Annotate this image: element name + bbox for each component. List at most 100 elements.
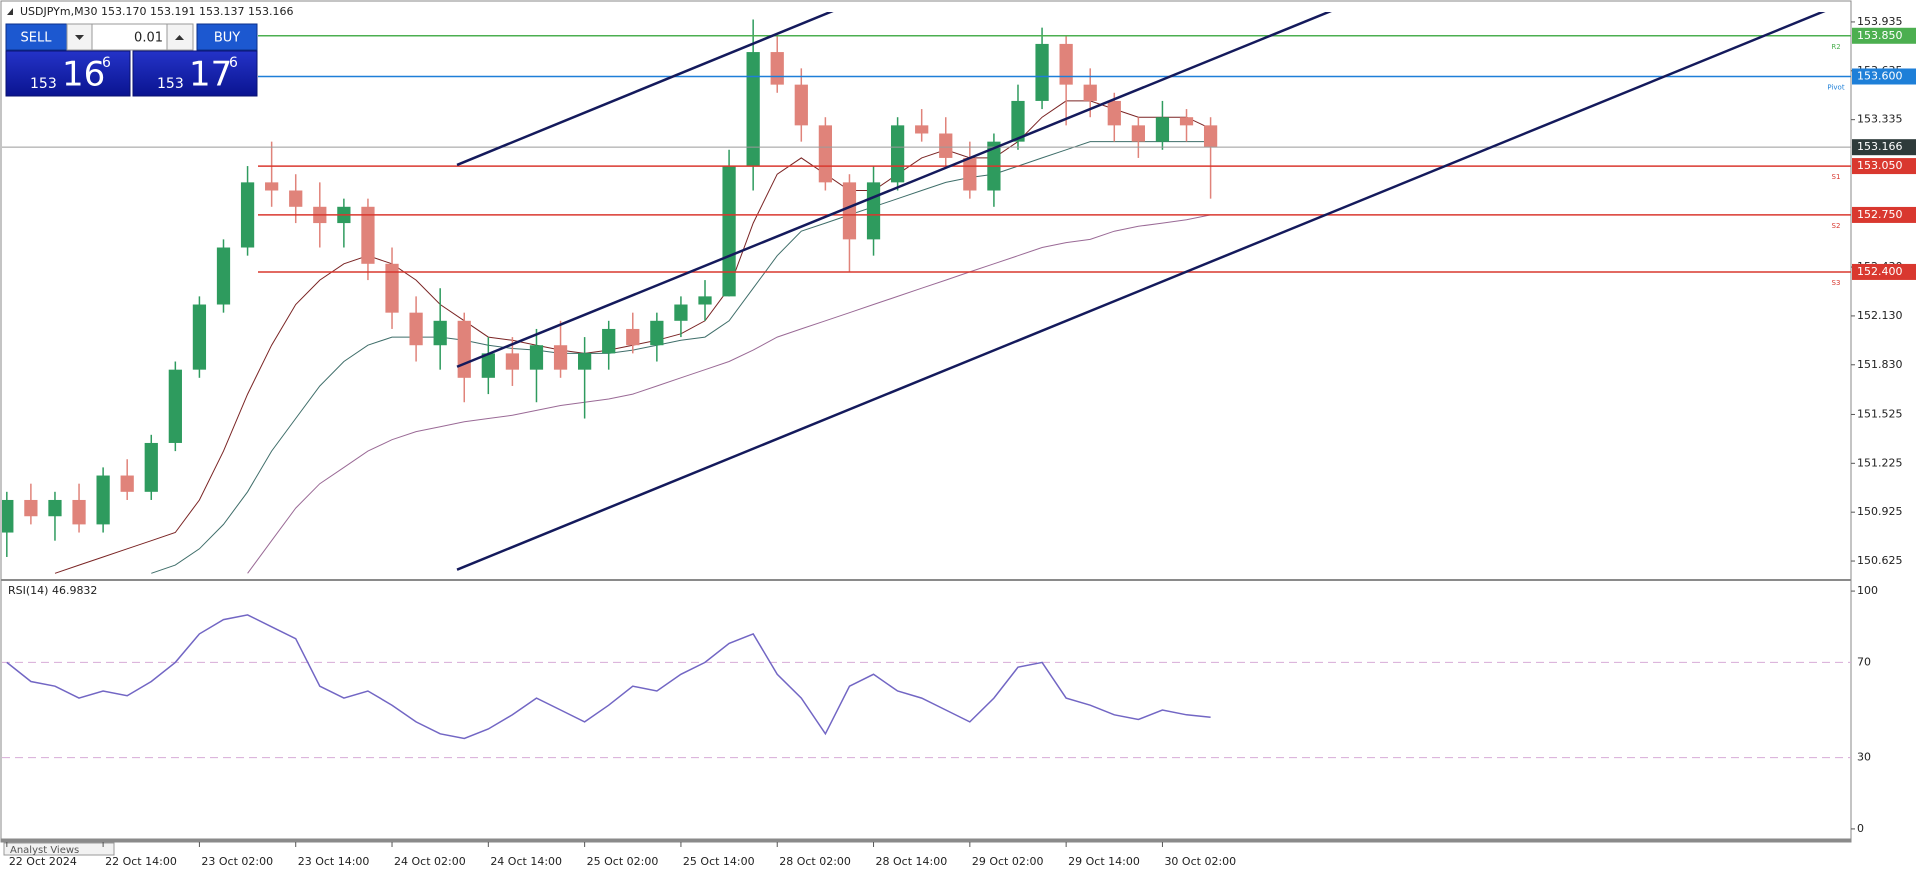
candle-body [770,52,784,85]
candle-body [915,125,929,134]
rsi-tick-label: 100 [1857,584,1878,597]
candle-body [481,353,495,378]
sell-button[interactable] [5,23,68,51]
buy-button[interactable] [196,23,258,51]
level-label: 152.400 [1857,265,1903,278]
level-label-box [1852,158,1916,175]
rsi-tick-label: 0 [1857,822,1864,835]
analyst-tab-label: Analyst Views [10,845,79,856]
x-tick-label: 25 Oct 02:00 [587,855,659,868]
y-tick-label: 151.225 [1857,456,1903,469]
level-label-box [1852,68,1916,85]
candle-body [794,84,808,126]
candle-body [1131,125,1145,142]
sell-label: SELL [21,31,53,46]
candle-body [746,52,760,167]
bid-box[interactable] [5,50,131,97]
x-tick-label: 28 Oct 02:00 [779,855,851,868]
pivot-tag: S3 [1832,279,1841,287]
y-tick-label: 150.625 [1857,554,1903,567]
candle-body [168,369,182,443]
frame [0,0,1852,843]
bid-main: 16 [62,55,105,95]
rsi-title: RSI(14) 46.9832 [8,584,97,597]
price-plot [2,12,1851,574]
candle-body [240,182,255,248]
candle-body [457,320,471,378]
candle-body [409,312,423,346]
y-tick-label: 153.935 [1857,15,1903,28]
rsi-line [6,614,1211,740]
candle-body [1179,117,1194,126]
buy-label: BUY [214,31,240,46]
candle-body [120,475,134,492]
level-label: 152.750 [1857,208,1903,221]
y-tick-label: 151.830 [1857,358,1903,371]
candle-body [96,475,110,525]
candle-body [1107,100,1121,126]
collapse-icon[interactable] [7,8,13,15]
candle-body [866,182,881,240]
candle-body [602,328,616,354]
ask-sup: 6 [229,55,238,71]
candle-body [698,296,712,305]
candle-body [529,345,544,370]
level-label: 153.850 [1857,29,1903,42]
candle-body [361,206,375,264]
channel-line [456,12,1332,368]
candle-body [939,133,953,158]
current-price-label: 153.166 [1857,140,1903,153]
ask-big: 153 [157,76,184,92]
level-label-box [1852,263,1916,280]
candle-body [1035,43,1049,101]
bid-big: 153 [30,76,57,92]
candle-body [48,499,62,517]
y-tick-label: 150.925 [1857,505,1903,518]
pivot-tag: R2 [1831,43,1840,51]
pivot-tag: S2 [1832,222,1841,230]
candle-body [1203,125,1218,148]
lot-value: 0.01 [134,31,163,46]
x-tick-label: 24 Oct 02:00 [394,855,466,868]
lot-down-icon [75,35,84,40]
level-label-box [1852,27,1916,44]
y-tick-label: 151.525 [1857,407,1903,420]
candle-body [842,182,857,240]
candle-body [1011,100,1025,142]
lot-up-icon [175,35,184,40]
bid-sup: 6 [102,55,111,71]
candle-body [890,125,905,183]
analyst-tab[interactable] [3,842,115,856]
moving-average [247,214,1211,574]
x-tick-label: 22 Oct 2024 [9,855,77,868]
ask-box[interactable] [132,50,258,97]
candle-body [578,353,592,370]
level-label-box [1852,206,1916,223]
current-price-box [1852,139,1916,156]
candle-body [1059,43,1073,85]
x-tick-label: 28 Oct 14:00 [876,855,948,868]
candle-body [1083,84,1097,101]
level-label: 153.600 [1857,69,1903,82]
candle-body [433,320,447,346]
channel-line [456,12,834,167]
axes: 153.935153.635153.335152.430152.130151.8… [6,15,1916,868]
level-label: 153.050 [1857,159,1903,172]
candle-body [216,247,231,305]
candle-body [2,499,14,533]
candle-body [650,320,664,346]
candle-body [553,345,568,370]
ask-main: 17 [189,55,232,95]
candle-body [818,125,833,183]
rsi-tick-label: 30 [1857,751,1871,764]
x-tick-label: 23 Oct 02:00 [201,855,273,868]
x-tick-label: 29 Oct 14:00 [1068,855,1140,868]
candle-body [505,353,520,370]
lot-input[interactable] [91,23,168,51]
candle-body [626,328,640,346]
pivot-tag: Pivot [1827,83,1844,91]
x-tick-label: 30 Oct 02:00 [1164,855,1236,868]
candle-body [963,157,977,191]
y-tick-label: 152.130 [1857,309,1903,322]
